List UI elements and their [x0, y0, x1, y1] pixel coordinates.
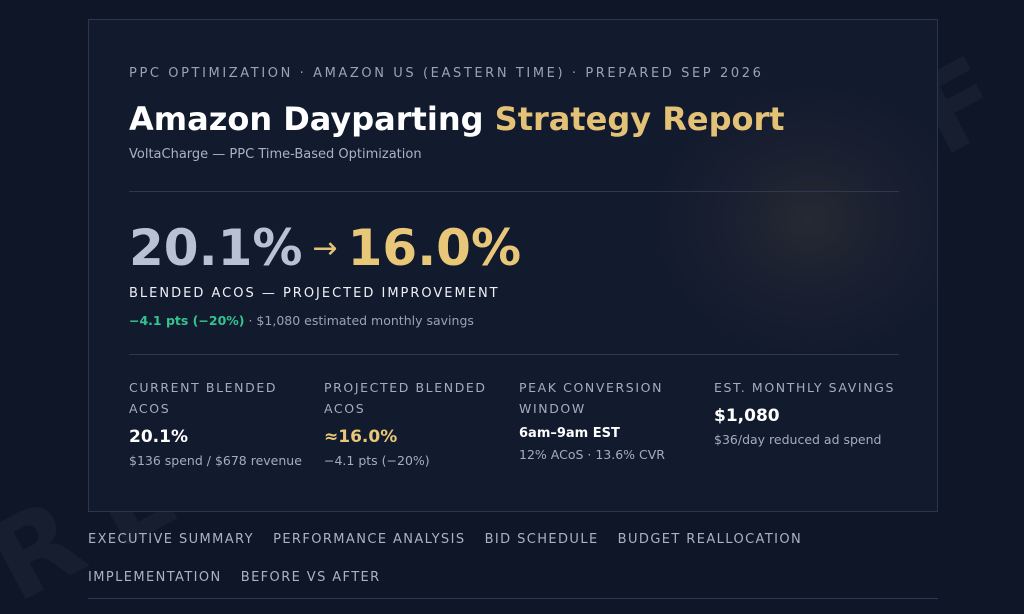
stat-label: PEAK CONVERSION WINDOW [519, 380, 664, 416]
stat-note: −4.1 pts (−20%) [324, 453, 430, 468]
stat-note: $36/day reduced ad spend [714, 432, 882, 447]
hero-delta: −4.1 pts (−20%) [129, 313, 245, 328]
report-header-card: PPC OPTIMIZATION · AMAZON US (EASTERN TI… [88, 19, 938, 512]
nav-bid-schedule[interactable]: BID SCHEDULE [484, 532, 599, 547]
nav-divider [88, 598, 938, 599]
stat-label: PROJECTED BLENDED ACOS [324, 380, 487, 416]
nav-implementation[interactable]: IMPLEMENTATION [88, 570, 222, 585]
nav-executive-summary[interactable]: EXECUTIVE SUMMARY [88, 532, 254, 547]
nav-budget-reallocation[interactable]: BUDGET REALLOCATION [617, 532, 803, 547]
title-accent: Strategy Report [494, 100, 785, 138]
stat-value: $1,080 [714, 406, 780, 426]
stat-label: EST. MONTHLY SAVINGS [714, 380, 895, 395]
stat-current-acos: CURRENT BLENDED ACOS 20.1% $136 spend / … [129, 377, 319, 468]
divider [129, 191, 899, 192]
stat-projected-acos: PROJECTED BLENDED ACOS ≈16.0% −4.1 pts (… [324, 377, 494, 468]
nav-before-vs-after[interactable]: BEFORE VS AFTER [240, 570, 381, 585]
title-primary: Amazon Dayparting [129, 100, 484, 138]
hero-metric: 20.1% → 16.0% [129, 216, 521, 281]
stat-note: $136 spend / $678 revenue [129, 453, 302, 468]
arrow-right-icon: → [312, 231, 338, 266]
divider [129, 354, 899, 355]
nav-performance-analysis[interactable]: PERFORMANCE ANALYSIS [273, 532, 466, 547]
hero-subtext: −4.1 pts (−20%) · $1,080 estimated month… [129, 313, 474, 328]
hero-current-value: 20.1% [129, 219, 303, 277]
hero-label: BLENDED ACOS — PROJECTED IMPROVEMENT [129, 286, 500, 301]
report-subtitle: VoltaCharge — PPC Time-Based Optimizatio… [129, 147, 422, 162]
report-kicker: PPC OPTIMIZATION · AMAZON US (EASTERN TI… [129, 66, 764, 81]
stat-value: 20.1% [129, 427, 188, 447]
stat-monthly-savings: EST. MONTHLY SAVINGS $1,080 $36/day redu… [714, 377, 904, 447]
stat-label: CURRENT BLENDED ACOS [129, 380, 278, 416]
stat-peak-window: PEAK CONVERSION WINDOW 6am–9am EST 12% A… [519, 377, 679, 462]
page-title: Amazon Dayparting Strategy Report [129, 100, 785, 138]
section-nav: EXECUTIVE SUMMARY PERFORMANCE ANALYSIS B… [88, 528, 938, 604]
hero-projected-value: 16.0% [347, 219, 522, 277]
stat-note: 12% ACoS · 13.6% CVR [519, 447, 665, 462]
stat-value: 6am–9am EST [519, 426, 620, 441]
hero-savings-note: · $1,080 estimated monthly savings [244, 313, 474, 328]
stat-value: ≈16.0% [324, 427, 398, 447]
